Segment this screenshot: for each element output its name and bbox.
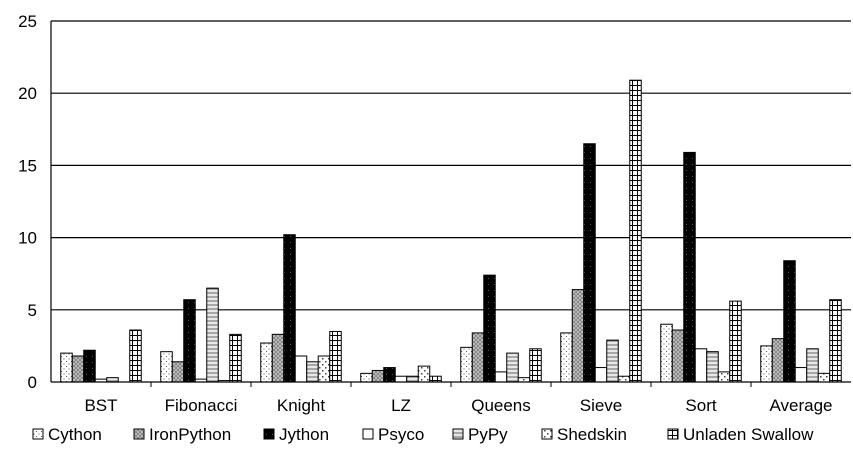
legend-label-shedskin: Shedskin [557,425,627,444]
x-tick-label: LZ [391,396,411,415]
bar-cython-fibonacci [160,351,173,383]
bar-ironpython-bst [71,355,85,383]
bar-cython-sieve [560,332,573,383]
bar-pypy-bst [106,377,119,383]
bar-cython-lz [360,372,373,383]
bar-psyco-queens [494,371,508,383]
y-tick-label: 0 [28,373,37,392]
bar-unladen-swallow-fibonacci [229,333,242,383]
bar-pypy-sort [706,351,719,383]
bar-ironpython-queens [471,332,485,383]
bar-unladen-swallow-queens [529,348,542,383]
bar-unladen-swallow-lz [429,375,442,383]
bar-unladen-swallow-sieve [629,79,642,383]
x-tick-label: Queens [471,396,531,415]
legend-label-unladen-swallow: Unladen Swallow [683,425,814,444]
bar-jython-bst [83,349,96,383]
legend-swatch-psyco [362,428,374,440]
bar-ironpython-lz [371,369,385,383]
legend-label-ironpython: IronPython [149,425,231,444]
legend-label-pypy: PyPy [468,425,508,444]
bar-cython-average [760,345,773,383]
x-tick-label: Average [769,396,832,415]
bar-cython-bst [60,352,73,383]
legend-label-psyco: Psyco [378,425,424,444]
y-tick-label: 20 [18,84,37,103]
bar-psyco-sort [694,348,708,383]
bar-pypy-queens [506,352,519,383]
legend-label-cython: Cython [48,425,102,444]
bar-jython-sieve [583,143,596,383]
bar-psyco-sieve [594,367,608,383]
legend-swatch-pypy [452,428,464,440]
y-tick-label: 15 [18,156,37,175]
bar-pypy-lz [406,375,419,383]
bar-shedskin-sort [717,371,731,383]
legend-swatch-cython [32,428,44,440]
x-tick-label: Fibonacci [165,396,238,415]
bar-cython-queens [460,346,473,383]
bar-unladen-swallow-knight [329,330,342,383]
bar-jython-average [783,260,796,383]
bar-ironpython-fibonacci [171,361,185,383]
bar-shedskin-knight [317,355,331,383]
bar-jython-knight [283,234,296,383]
bar-shedskin-queens [517,377,531,383]
bar-ironpython-sieve [571,289,585,383]
bar-ironpython-sort [671,329,685,383]
bar-pypy-average [806,348,819,383]
bar-ironpython-average [771,338,785,383]
bar-shedskin-sieve [617,375,631,383]
bar-psyco-average [794,367,808,383]
bar-jython-lz [383,367,396,383]
bar-shedskin-average [817,372,831,383]
x-tick-label: Sort [685,396,716,415]
x-tick-label: Sieve [580,396,623,415]
bar-pypy-fibonacci [206,287,219,383]
x-tick-label: Knight [277,396,325,415]
bar-pypy-knight [306,361,319,383]
y-tick-label: 5 [28,301,37,320]
legend-label-jython: Jython [279,425,329,444]
bar-jython-fibonacci [183,299,196,383]
legend-swatch-shedskin [541,428,553,440]
bar-shedskin-lz [417,365,431,383]
bar-cython-sort [660,323,673,383]
bar-jython-sort [683,151,696,383]
bar-ironpython-knight [271,333,285,383]
bar-cython-knight [260,342,273,383]
y-tick-label: 25 [18,12,37,31]
x-tick-label: BST [84,396,117,415]
bar-psyco-lz [394,375,408,383]
bar-unladen-swallow-bst [129,329,142,383]
y-tick-label: 10 [18,229,37,248]
legend-swatch-ironpython [133,428,145,440]
legend-swatch-unladen-swallow [667,428,679,440]
bar-unladen-swallow-sort [729,300,742,383]
bar-pypy-sieve [606,339,619,383]
bar-psyco-knight [294,355,308,383]
legend-swatch-jython [263,428,275,440]
bar-unladen-swallow-average [829,299,842,383]
bar-jython-queens [483,274,496,383]
